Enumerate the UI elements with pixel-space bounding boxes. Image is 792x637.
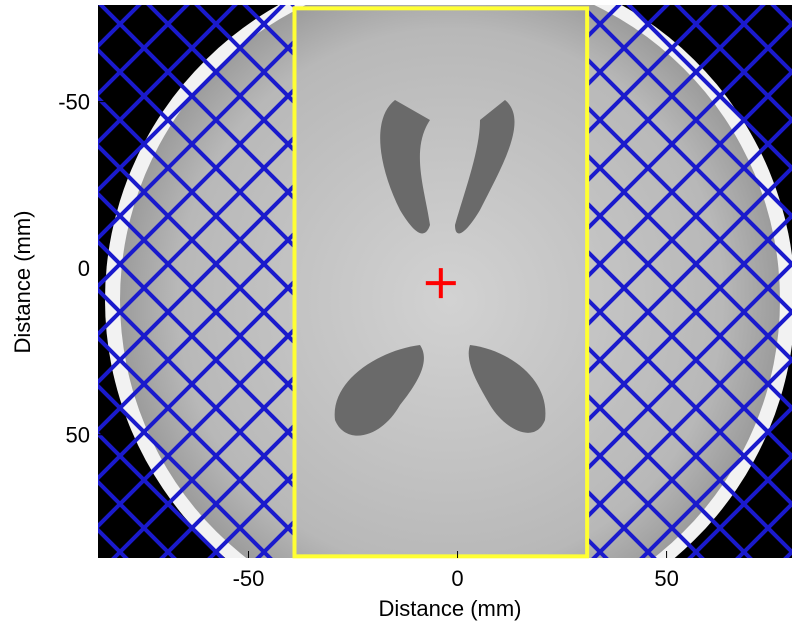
y-tick-label: 50 — [66, 423, 90, 448]
mri-image — [98, 5, 792, 558]
x-tick-label: -50 — [233, 566, 265, 591]
y-tick-label: 0 — [78, 256, 90, 281]
center-marker — [425, 268, 456, 299]
y-tick-label: -50 — [58, 90, 90, 115]
x-tick-label: 50 — [654, 566, 678, 591]
x-tick-label: 0 — [451, 566, 463, 591]
hatch-region — [587, 5, 792, 558]
hatch-region — [98, 5, 295, 558]
roi-box — [292, 6, 590, 559]
y-axis-label: Distance (mm) — [10, 210, 35, 353]
x-axis-label: Distance (mm) — [378, 596, 521, 621]
